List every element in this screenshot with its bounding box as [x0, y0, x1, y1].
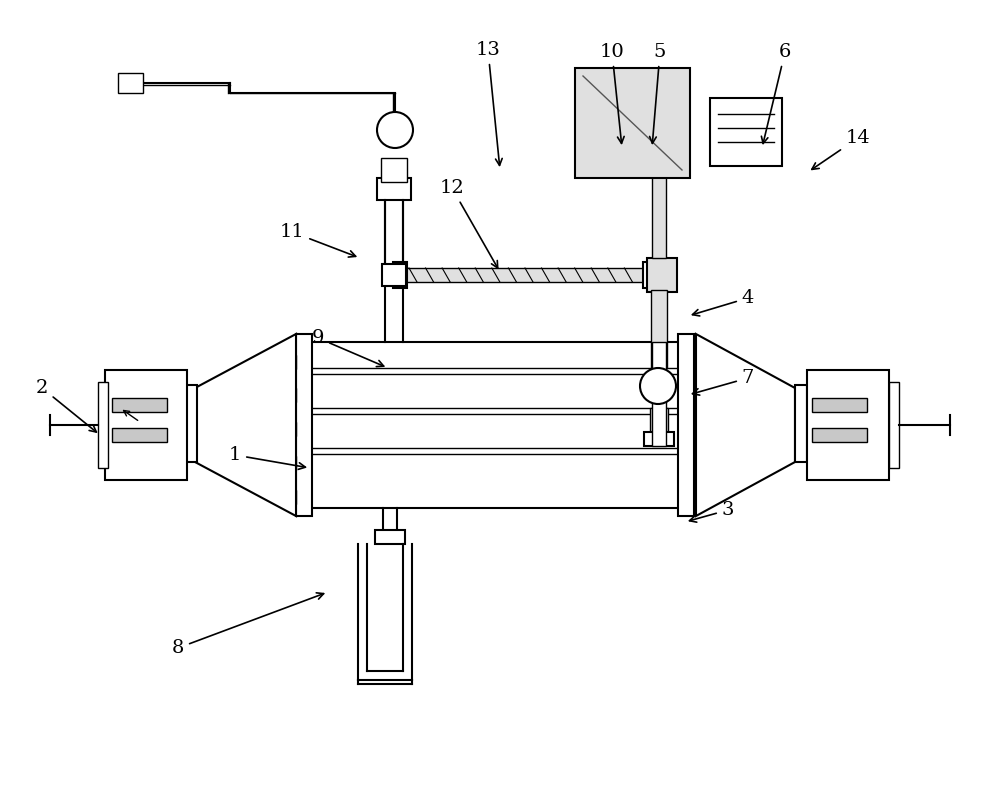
- Text: 1: 1: [229, 446, 305, 469]
- Text: 12: 12: [440, 179, 498, 268]
- Bar: [405, 268, 645, 282]
- Text: 9: 9: [312, 329, 384, 367]
- Circle shape: [377, 112, 413, 148]
- Polygon shape: [696, 334, 795, 516]
- Text: 6: 6: [761, 43, 791, 143]
- Bar: [889, 382, 899, 468]
- Bar: [644, 432, 674, 446]
- Text: 4: 4: [692, 289, 754, 316]
- Bar: [286, 456, 296, 470]
- Bar: [795, 385, 807, 462]
- Polygon shape: [195, 334, 296, 516]
- Bar: [710, 98, 782, 166]
- Bar: [382, 264, 406, 286]
- Bar: [310, 342, 680, 508]
- Bar: [678, 334, 694, 516]
- Bar: [812, 398, 867, 412]
- Bar: [286, 490, 296, 504]
- Bar: [377, 178, 411, 200]
- Bar: [381, 158, 407, 182]
- Bar: [397, 266, 403, 284]
- Bar: [694, 388, 704, 402]
- Bar: [375, 530, 405, 544]
- Bar: [393, 262, 407, 288]
- Bar: [812, 428, 867, 442]
- Bar: [652, 342, 666, 446]
- Text: 10: 10: [600, 43, 624, 143]
- Text: 8: 8: [172, 593, 324, 657]
- Bar: [643, 262, 657, 288]
- Bar: [112, 428, 167, 442]
- Bar: [650, 408, 668, 433]
- Bar: [296, 334, 312, 516]
- Bar: [185, 385, 197, 462]
- Bar: [98, 382, 108, 468]
- Text: 14: 14: [812, 129, 870, 169]
- Bar: [112, 398, 167, 412]
- Bar: [694, 422, 704, 436]
- Text: 5: 5: [650, 43, 666, 143]
- Bar: [575, 68, 690, 178]
- Text: 3: 3: [689, 501, 734, 522]
- Text: 2: 2: [36, 379, 96, 432]
- Bar: [105, 370, 187, 480]
- Bar: [647, 266, 653, 284]
- Text: 7: 7: [692, 369, 754, 395]
- Circle shape: [640, 368, 676, 404]
- Bar: [286, 422, 296, 436]
- Bar: [694, 490, 704, 504]
- Bar: [807, 370, 889, 480]
- Text: 13: 13: [476, 41, 502, 165]
- Text: 11: 11: [280, 223, 356, 257]
- Bar: [652, 130, 666, 258]
- Bar: [286, 388, 296, 402]
- Bar: [118, 73, 143, 93]
- Bar: [647, 258, 677, 292]
- Bar: [694, 355, 704, 369]
- Bar: [286, 355, 296, 369]
- Bar: [651, 290, 667, 368]
- Bar: [694, 456, 704, 470]
